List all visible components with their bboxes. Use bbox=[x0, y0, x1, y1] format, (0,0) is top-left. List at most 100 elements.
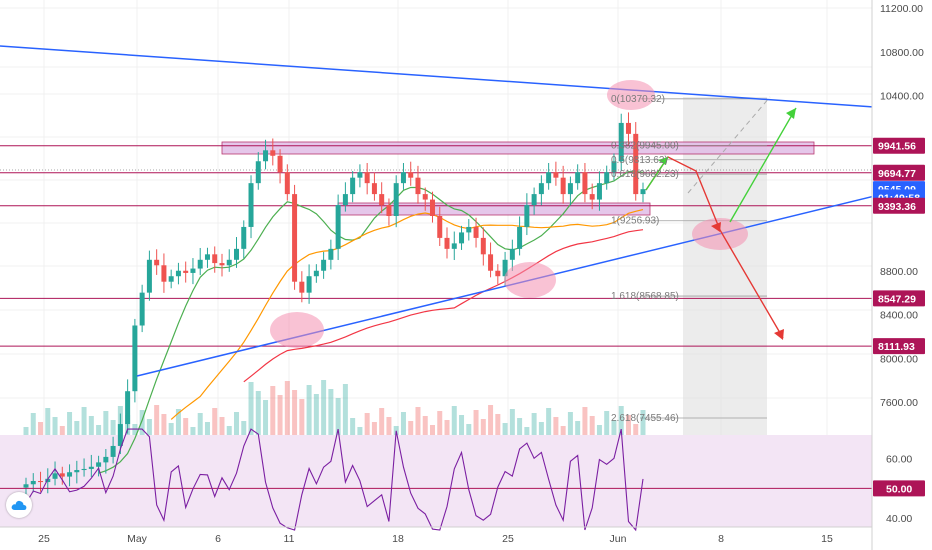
volume-bar bbox=[103, 411, 109, 435]
volume-bar bbox=[517, 418, 523, 435]
candle-body bbox=[618, 122, 624, 162]
volume-bar bbox=[400, 412, 406, 435]
candle-body bbox=[393, 183, 399, 216]
candle-body bbox=[640, 189, 646, 195]
volume-bar bbox=[495, 414, 501, 435]
volume-bar bbox=[161, 414, 167, 435]
volume-bar bbox=[429, 425, 435, 435]
volume-bar bbox=[625, 415, 631, 435]
volume-bar bbox=[299, 399, 305, 435]
candle-body bbox=[204, 254, 210, 260]
volume-bar bbox=[567, 412, 573, 435]
volume-bar bbox=[292, 390, 298, 435]
volume-bars bbox=[23, 380, 646, 435]
rsi-indicator bbox=[0, 428, 872, 532]
volume-bar bbox=[110, 420, 116, 435]
highlight-ellipse bbox=[607, 80, 655, 110]
volume-bar bbox=[321, 380, 327, 435]
ma-line bbox=[98, 171, 644, 474]
candle-body bbox=[502, 259, 508, 277]
volume-bar bbox=[234, 412, 240, 435]
price-tick: 8000.00 bbox=[880, 353, 918, 365]
time-label: Jun bbox=[610, 533, 627, 545]
candle-body bbox=[517, 226, 523, 249]
price-tick: 11200.00 bbox=[880, 3, 923, 15]
candle-body bbox=[219, 263, 225, 266]
tradingview-logo[interactable] bbox=[6, 492, 32, 518]
candle-body bbox=[168, 276, 174, 282]
scenario-arrows bbox=[645, 96, 797, 340]
volume-bar bbox=[88, 416, 94, 435]
candle-body bbox=[241, 226, 247, 249]
volume-bar bbox=[146, 419, 152, 435]
volume-bar bbox=[30, 413, 36, 435]
horizontal-levels bbox=[0, 145, 872, 347]
candle-body bbox=[386, 205, 392, 216]
price-tick: 10400.00 bbox=[880, 91, 924, 103]
price-badge-text: 8547.29 bbox=[878, 293, 916, 305]
candle-body bbox=[234, 248, 240, 260]
candle-body bbox=[335, 205, 341, 249]
volume-bar bbox=[81, 407, 87, 435]
price-tick: 7600.00 bbox=[880, 397, 918, 409]
candle-body bbox=[277, 155, 283, 173]
highlight-ellipse bbox=[692, 218, 748, 250]
candle-body bbox=[183, 270, 189, 273]
time-label: 18 bbox=[392, 533, 404, 545]
candle-body bbox=[139, 292, 145, 326]
candle-body bbox=[422, 194, 428, 200]
volume-bar bbox=[422, 416, 428, 435]
price-badge-text: 9393.36 bbox=[878, 201, 916, 213]
candle-body bbox=[459, 232, 465, 244]
candle-body bbox=[633, 133, 639, 195]
volume-bar bbox=[313, 394, 319, 435]
candle-body bbox=[538, 183, 544, 195]
candle-body bbox=[45, 478, 51, 483]
fib-labels: 0(10370.32) 0.382(9945.00) 0.5(9813.62) 0.6… bbox=[611, 94, 679, 424]
volume-bar bbox=[175, 409, 181, 435]
volume-bar bbox=[640, 410, 646, 435]
fib-label: 0.5(9813.62) bbox=[611, 155, 668, 166]
fib-label: 1(9256.93) bbox=[611, 216, 659, 227]
candle-body bbox=[88, 466, 94, 469]
candle-body bbox=[546, 172, 552, 184]
volume-bar bbox=[596, 425, 602, 435]
price-tick: 10800.00 bbox=[880, 47, 924, 59]
volume-bar bbox=[437, 411, 443, 435]
volume-bar bbox=[67, 412, 73, 435]
rsi-pane-background bbox=[0, 435, 872, 527]
candle-body bbox=[284, 172, 290, 195]
candle-body bbox=[575, 172, 581, 184]
volume-bar bbox=[531, 413, 537, 435]
volume-bar bbox=[204, 422, 210, 435]
volume-bar bbox=[502, 423, 508, 435]
volume-bar bbox=[219, 417, 225, 435]
upper-trendline[interactable] bbox=[0, 45, 932, 112]
time-label: 15 bbox=[821, 533, 833, 545]
candle-body bbox=[263, 150, 269, 162]
volume-bar bbox=[342, 384, 348, 435]
candle-body bbox=[38, 480, 44, 483]
time-label: 8 bbox=[718, 533, 724, 545]
candle-body bbox=[23, 484, 29, 488]
fib-label: 0.618(9682.23) bbox=[611, 169, 679, 180]
volume-bar bbox=[611, 420, 617, 435]
volume-bar bbox=[444, 420, 450, 435]
volume-bar bbox=[45, 408, 51, 435]
volume-bar bbox=[255, 391, 261, 435]
rsi-badge bbox=[873, 480, 925, 497]
volume-bar bbox=[633, 424, 639, 435]
volume-bar bbox=[466, 424, 472, 435]
candle-body bbox=[59, 473, 65, 477]
volume-bar bbox=[459, 415, 465, 435]
rsi-tick: 60.00 bbox=[886, 454, 912, 466]
volume-bar bbox=[415, 407, 421, 435]
candle-body bbox=[321, 259, 327, 271]
volume-bar bbox=[546, 408, 552, 435]
volume-bar bbox=[59, 426, 65, 435]
volume-bar bbox=[618, 406, 624, 435]
price-axis-bg bbox=[872, 0, 932, 550]
candle-body bbox=[357, 172, 363, 178]
candle-body bbox=[466, 226, 472, 233]
